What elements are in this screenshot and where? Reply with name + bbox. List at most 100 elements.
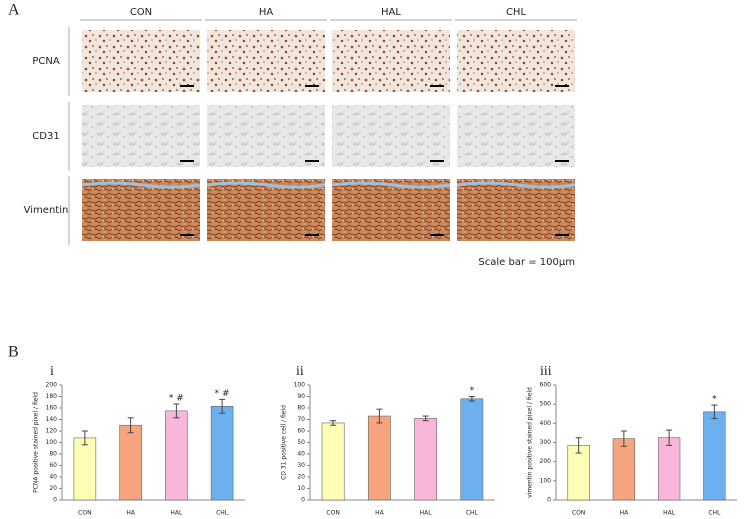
- y-tick-label: 600: [540, 382, 552, 389]
- y-tick-label: 160: [46, 405, 58, 412]
- chart-title: i: [50, 364, 54, 379]
- y-tick-label: 90: [297, 393, 305, 400]
- micrograph: [207, 179, 325, 241]
- panel-label: A: [8, 2, 20, 19]
- y-tick-label: 40: [297, 451, 305, 458]
- x-tick-label: HA: [375, 510, 385, 517]
- bar: [460, 398, 484, 501]
- bar: [119, 424, 142, 501]
- column-label: HA: [259, 7, 274, 18]
- epidermis: [331, 181, 451, 189]
- y-tick-label: 120: [46, 428, 58, 435]
- epidermis: [456, 181, 576, 189]
- micrograph: [82, 179, 200, 241]
- significance-marker: *: [470, 386, 475, 396]
- y-tick-label: 100: [540, 477, 552, 484]
- error-bar: [711, 404, 718, 420]
- bar: [703, 411, 726, 501]
- x-tick-label: HAL: [663, 510, 676, 517]
- bar-chart: ii CD 31 positive cell / field 0 10 20 30 40 50…: [281, 364, 495, 517]
- chart-title: ii: [296, 364, 304, 379]
- x-tick-label: CHL: [708, 510, 721, 517]
- micrograph: [207, 30, 325, 92]
- x-tick-label: CHL: [466, 510, 479, 517]
- column-label: HAL: [381, 7, 401, 18]
- y-tick-label: 80: [297, 405, 305, 412]
- y-tick-label: 0: [301, 497, 305, 504]
- error-bar: [173, 403, 180, 419]
- bar: [414, 418, 438, 501]
- x-tick-label: CHL: [216, 510, 229, 517]
- y-tick-label: 180: [46, 393, 58, 400]
- bar: [321, 422, 345, 501]
- row-label: PCNA: [32, 56, 59, 67]
- y-tick-label: 20: [49, 485, 57, 492]
- epidermis: [81, 181, 201, 189]
- error-bar: [468, 396, 475, 402]
- error-bar: [127, 417, 134, 434]
- significance-marker: * #: [215, 389, 230, 399]
- y-tick-label: 10: [297, 485, 305, 492]
- micrograph: [332, 30, 450, 92]
- x-tick-label: HA: [126, 510, 136, 517]
- row-label: CD31: [32, 131, 59, 142]
- y-tick-label: 60: [49, 462, 57, 469]
- y-tick-label: 40: [49, 474, 57, 481]
- bar: [657, 437, 681, 501]
- bar: [612, 438, 636, 501]
- column-label: CHL: [506, 7, 527, 18]
- y-tick-label: 200: [46, 382, 58, 389]
- micrograph: [207, 105, 325, 167]
- y-tick-label: 100: [294, 382, 306, 389]
- micrograph: [332, 179, 450, 241]
- bar: [210, 405, 234, 501]
- significance-marker: *: [712, 395, 717, 405]
- y-tick-label: 300: [540, 439, 552, 446]
- column-label: CON: [130, 7, 152, 18]
- x-tick-label: CON: [78, 510, 91, 517]
- x-tick-label: CON: [572, 510, 585, 517]
- error-bar: [620, 430, 627, 447]
- micrograph: [457, 30, 575, 92]
- bar: [367, 415, 391, 501]
- micrograph: [332, 105, 450, 167]
- epidermis: [206, 181, 326, 189]
- micrograph: [82, 30, 200, 92]
- y-axis-label: CD 31 positive cell / field: [281, 405, 288, 480]
- row-label: Vimentin: [24, 205, 69, 216]
- bar: [73, 437, 97, 501]
- error-bar: [666, 429, 673, 446]
- bar-chart: i PCNA positive stained pixel / field 0 20 4…: [33, 364, 245, 517]
- y-tick-label: 80: [49, 451, 57, 458]
- micrograph: [457, 179, 575, 241]
- y-axis-label: vimentin positive stained pixel / field: [527, 387, 534, 498]
- y-tick-label: 70: [297, 416, 305, 423]
- error-bar: [376, 408, 383, 424]
- bar: [165, 410, 188, 501]
- panel-b: Bi PCNA positive stained pixel / field 0 20…: [8, 344, 737, 517]
- y-axis-label: PCNA positive stained pixel / field: [33, 392, 40, 493]
- y-tick-label: 20: [297, 474, 305, 481]
- y-tick-label: 30: [297, 462, 305, 469]
- y-tick-label: 0: [547, 497, 551, 504]
- x-tick-label: HAL: [170, 510, 183, 517]
- y-tick-label: 140: [46, 416, 58, 423]
- y-tick-label: 500: [540, 401, 552, 408]
- x-tick-label: HA: [620, 510, 630, 517]
- bar: [567, 445, 590, 501]
- micrograph: [457, 105, 575, 167]
- significance-marker: * #: [169, 393, 184, 403]
- y-tick-label: 60: [297, 428, 305, 435]
- y-tick-label: 400: [540, 420, 552, 427]
- x-tick-label: CON: [326, 510, 339, 517]
- panel-label: B: [8, 344, 19, 361]
- y-tick-label: 50: [297, 439, 305, 446]
- bar-chart: iii vimentin positive stained pixel / fie…: [527, 364, 737, 517]
- x-tick-label: HAL: [420, 510, 433, 517]
- error-bar: [330, 420, 337, 426]
- error-bar: [422, 415, 429, 422]
- error-bar: [219, 398, 226, 414]
- panel-a: A CON HA HAL CHL PCNA CD31 Vimentin Scale bar = …: [8, 2, 577, 268]
- error-bar: [575, 437, 582, 454]
